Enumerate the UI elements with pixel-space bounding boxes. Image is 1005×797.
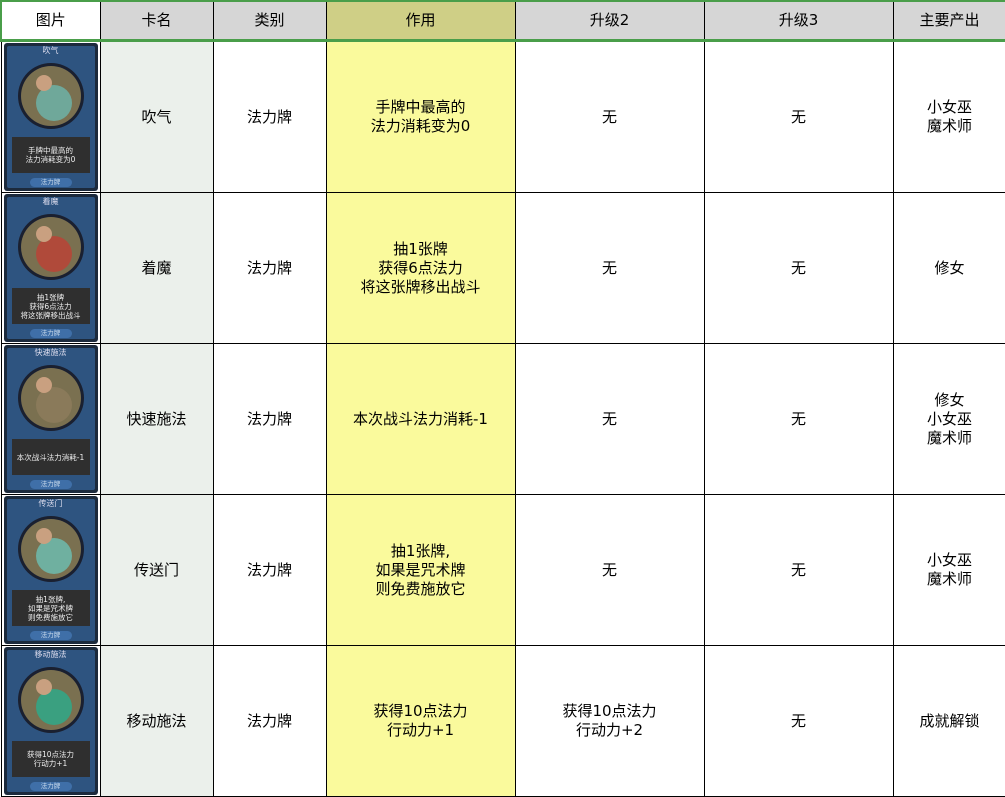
card-image-type: 法力牌 (29, 782, 72, 791)
card-name[interactable]: 吹气 (99, 40, 214, 193)
card-image-title: 快速施法 (34, 348, 67, 357)
card-name[interactable]: 着魔 (99, 192, 214, 344)
header-upgrade2[interactable]: 升级2 (514, 0, 705, 42)
card-upgrade2[interactable]: 无 (514, 494, 705, 646)
card-image-text: 手牌中最高的 法力消耗变为0 (11, 137, 90, 173)
card-image-cell[interactable]: 吹气 手牌中最高的 法力消耗变为0 法力牌 (0, 40, 101, 193)
card-name[interactable]: 移动施法 (99, 645, 214, 797)
table-row: 着魔 抽1张牌 获得6点法力 将这张牌移出战斗 法力牌 着魔 法力牌 抽1张牌 … (0, 192, 1005, 344)
card-image-title: 传送门 (38, 499, 63, 508)
card-image-cell[interactable]: 移动施法 获得10点法力 行动力+1 法力牌 (0, 645, 101, 797)
card-upgrade2[interactable]: 无 (514, 192, 705, 344)
card-name[interactable]: 传送门 (99, 494, 214, 646)
card-image-cell[interactable]: 传送门 抽1张牌, 如果是咒术牌 则免费施放它 法力牌 (0, 494, 101, 646)
card-art-icon (17, 667, 84, 733)
card-effect[interactable]: 本次战斗法力消耗-1 (325, 343, 516, 495)
card-upgrade3[interactable]: 无 (703, 192, 894, 344)
card-effect[interactable]: 手牌中最高的 法力消耗变为0 (325, 40, 516, 193)
card-image-text: 获得10点法力 行动力+1 (11, 741, 90, 777)
card-name[interactable]: 快速施法 (99, 343, 214, 495)
card-art-blob (35, 236, 72, 272)
card-upgrade2[interactable]: 无 (514, 343, 705, 495)
card-image: 吹气 手牌中最高的 法力消耗变为0 法力牌 (3, 43, 98, 191)
card-image-text: 抽1张牌, 如果是咒术牌 则免费施放它 (11, 590, 90, 626)
card-art-blob (35, 387, 72, 423)
card-art-blob (35, 85, 72, 121)
table-row: 吹气 手牌中最高的 法力消耗变为0 法力牌 吹气 法力牌 手牌中最高的 法力消耗… (0, 40, 1005, 193)
header-picture[interactable]: 图片 (0, 0, 101, 42)
card-category[interactable]: 法力牌 (212, 40, 327, 193)
card-effect[interactable]: 获得10点法力 行动力+1 (325, 645, 516, 797)
header-category[interactable]: 类别 (212, 0, 327, 42)
card-source[interactable]: 小女巫 魔术师 (892, 40, 1005, 193)
card-image-type: 法力牌 (29, 631, 72, 640)
card-image: 移动施法 获得10点法力 行动力+1 法力牌 (3, 647, 98, 795)
card-source[interactable]: 小女巫 魔术师 (892, 494, 1005, 646)
header-source[interactable]: 主要产出 (892, 0, 1005, 42)
card-effect[interactable]: 抽1张牌, 如果是咒术牌 则免费施放它 (325, 494, 516, 646)
card-upgrade3[interactable]: 无 (703, 645, 894, 797)
card-image-title: 着魔 (42, 197, 59, 206)
card-upgrade3[interactable]: 无 (703, 494, 894, 646)
card-art-blob (35, 538, 72, 574)
card-upgrade3[interactable]: 无 (703, 343, 894, 495)
card-art-icon (17, 63, 84, 129)
card-source[interactable]: 修女 (892, 192, 1005, 344)
card-image-text: 抽1张牌 获得6点法力 将这张牌移出战斗 (11, 288, 90, 324)
header-upgrade3[interactable]: 升级3 (703, 0, 894, 42)
table-row: 移动施法 获得10点法力 行动力+1 法力牌 移动施法 法力牌 获得10点法力 … (0, 645, 1005, 797)
card-image-title: 移动施法 (34, 650, 67, 659)
card-category[interactable]: 法力牌 (212, 494, 327, 646)
card-effect[interactable]: 抽1张牌 获得6点法力 将这张牌移出战斗 (325, 192, 516, 344)
card-image-cell[interactable]: 快速施法 本次战斗法力消耗-1 法力牌 (0, 343, 101, 495)
card-image-cell[interactable]: 着魔 抽1张牌 获得6点法力 将这张牌移出战斗 法力牌 (0, 192, 101, 344)
table-row: 传送门 抽1张牌, 如果是咒术牌 则免费施放它 法力牌 传送门 法力牌 抽1张牌… (0, 494, 1005, 646)
card-art-icon (17, 516, 84, 582)
header-card-name[interactable]: 卡名 (99, 0, 214, 42)
card-art-icon (17, 365, 84, 431)
card-category[interactable]: 法力牌 (212, 645, 327, 797)
card-image-type: 法力牌 (29, 178, 72, 187)
header-row: 图片 卡名 类别 作用 升级2 升级3 主要产出 (0, 0, 1005, 42)
card-upgrade2[interactable]: 获得10点法力 行动力+2 (514, 645, 705, 797)
card-upgrade3[interactable]: 无 (703, 40, 894, 193)
card-category[interactable]: 法力牌 (212, 343, 327, 495)
card-image: 着魔 抽1张牌 获得6点法力 将这张牌移出战斗 法力牌 (3, 194, 98, 342)
card-image-type: 法力牌 (29, 480, 72, 489)
card-image-type: 法力牌 (29, 329, 72, 338)
header-effect[interactable]: 作用 (325, 0, 516, 42)
table-row: 快速施法 本次战斗法力消耗-1 法力牌 快速施法 法力牌 本次战斗法力消耗-1 … (0, 343, 1005, 495)
card-image: 快速施法 本次战斗法力消耗-1 法力牌 (3, 345, 98, 493)
card-image: 传送门 抽1张牌, 如果是咒术牌 则免费施放它 法力牌 (3, 496, 98, 644)
card-image-title: 吹气 (42, 46, 59, 55)
card-image-text: 本次战斗法力消耗-1 (11, 439, 90, 475)
card-upgrade2[interactable]: 无 (514, 40, 705, 193)
card-source[interactable]: 修女 小女巫 魔术师 (892, 343, 1005, 495)
card-category[interactable]: 法力牌 (212, 192, 327, 344)
card-art-icon (17, 214, 84, 280)
card-art-blob (35, 689, 72, 725)
card-source[interactable]: 成就解锁 (892, 645, 1005, 797)
